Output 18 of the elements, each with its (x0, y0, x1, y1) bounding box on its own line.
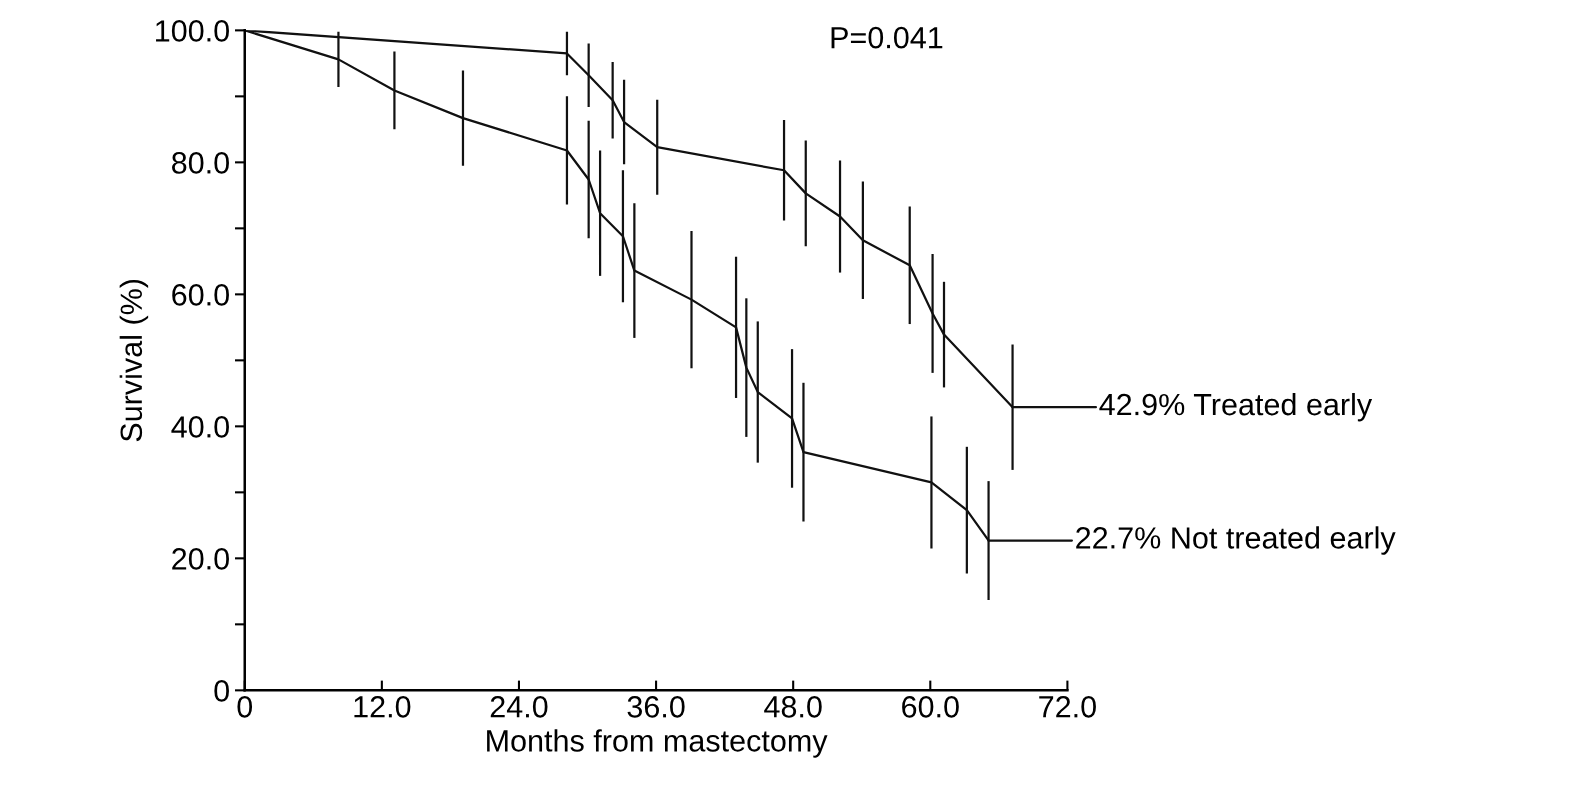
y-tick-label: 80.0 (172, 152, 229, 174)
x-tick-label: 36.0 (627, 696, 685, 718)
x-tick-label: 12.0 (354, 696, 411, 718)
x-tick-label: 60.0 (902, 696, 959, 718)
y-tick-label: 0 (214, 680, 229, 702)
annotation: 22.7% Not treated early (1076, 526, 1396, 555)
x-tick-label: 24.0 (490, 696, 548, 718)
x-tick-label: 48.0 (764, 696, 822, 718)
annotation: P=0.041 (831, 26, 943, 49)
x-axis-title: Months from mastectomy (487, 729, 828, 758)
y-tick-label: 100.0 (156, 20, 229, 42)
x-tick-label: 0 (237, 696, 253, 718)
annotation: 42.9% Treated early (1099, 392, 1373, 422)
x-tick-label: 72.0 (1039, 696, 1096, 718)
y-tick-label: 40.0 (171, 416, 229, 438)
y-axis-title: Survival (%) (119, 279, 149, 442)
y-tick-label: 20.0 (172, 548, 229, 570)
y-tick-label: 60.0 (172, 284, 229, 306)
